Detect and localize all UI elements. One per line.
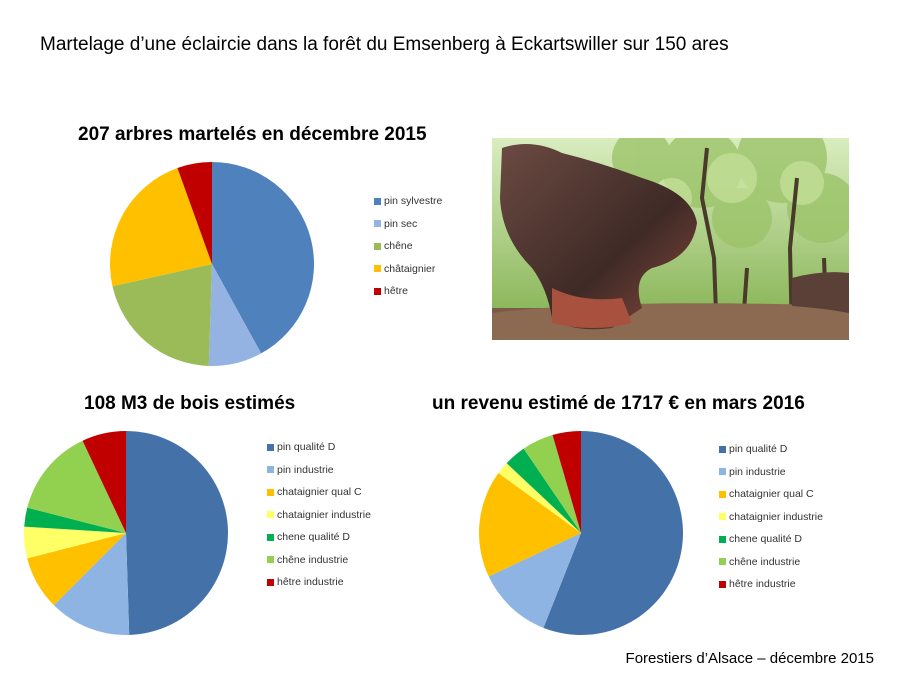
- forest-rock-photo: [492, 138, 849, 340]
- legend-swatch: [719, 513, 726, 520]
- legend-item-pin-qualite-d: pin qualité D: [267, 441, 335, 453]
- legend-swatch: [374, 265, 381, 272]
- pie-slice-chene-industrie: [27, 440, 127, 533]
- pie-slice-hetre-industrie: [552, 430, 581, 533]
- legend-label: chataignier industrie: [729, 510, 823, 523]
- pie-slice-pin-sylvestre: [212, 162, 314, 354]
- legend-swatch: [719, 558, 726, 565]
- pie-slice-hetre-industrie: [82, 431, 126, 533]
- legend-label: hêtre industrie: [729, 578, 796, 590]
- legend-swatch: [719, 490, 726, 498]
- legend-label: châtaignier: [384, 262, 436, 275]
- legend-label: chataignier industrie: [277, 508, 371, 521]
- chart-title-volume: 108 M3 de bois estimés: [84, 393, 296, 414]
- legend-item-pin-industrie: pin industrie: [719, 466, 786, 478]
- legend-label: hêtre industrie: [277, 576, 344, 588]
- legend-item-chataignier-qual-c: chataignier qual C: [267, 486, 362, 498]
- legend-item-chataignier-industrie: chataignier industrie: [719, 511, 823, 523]
- legend-swatch: [374, 197, 381, 205]
- legend-label: chêne industrie: [729, 555, 801, 568]
- page-title: Martelage d’une éclaircie dans la forêt …: [40, 34, 729, 55]
- pie-slice-chene-qualite-d: [24, 507, 127, 533]
- legend-item-pin-industrie: pin industrie: [267, 464, 334, 476]
- legend-label: pin sylvestre: [384, 195, 443, 207]
- legend-swatch: [267, 511, 274, 518]
- legend-swatch: [719, 468, 726, 475]
- pie-slice-chene-industrie: [523, 435, 581, 533]
- legend-label: pin industrie: [277, 463, 334, 476]
- legend-swatch: [374, 287, 381, 295]
- pie-slice-pin-qualite-d: [543, 431, 683, 636]
- legend-item-chene-industrie: chêne industrie: [267, 554, 348, 566]
- legend-label: chene qualité D: [277, 531, 350, 543]
- legend-label: chataignier qual C: [277, 486, 362, 498]
- legend-label: pin industrie: [729, 465, 786, 478]
- legend-label: pin sec: [384, 217, 418, 230]
- legend-swatch: [267, 556, 274, 563]
- pie-slice-chataignier: [110, 168, 212, 287]
- legend-label: chene qualité D: [729, 533, 802, 545]
- legend-label: pin qualité D: [729, 443, 788, 455]
- pie-slice-chataignier-industrie: [23, 526, 127, 559]
- legend-swatch: [267, 466, 274, 473]
- legend-label: chêne: [384, 240, 413, 252]
- legend-item-chataignier-qual-c: chataignier qual C: [719, 488, 814, 500]
- pie-slice-chene: [112, 264, 212, 366]
- legend-swatch: [267, 533, 274, 541]
- pie-slice-chataignier-qual-c: [479, 473, 581, 577]
- pie-slice-chataignier-qual-c: [27, 533, 127, 606]
- legend-item-hetre: hêtre: [374, 285, 408, 297]
- legend-swatch: [719, 445, 726, 453]
- legend-swatch: [719, 580, 726, 588]
- pie-slice-chataignier-industrie: [498, 463, 581, 533]
- legend-item-pin-qualite-d: pin qualité D: [719, 443, 787, 455]
- legend-label: hêtre: [384, 285, 408, 297]
- legend-item-chene-industrie: chêne industrie: [719, 556, 800, 568]
- legend-item-hetre-industrie: hêtre industrie: [267, 576, 344, 588]
- legend-swatch: [267, 488, 274, 496]
- legend-item-chataignier: châtaignier: [374, 263, 435, 275]
- footer-credit: Forestiers d’Alsace – décembre 2015: [625, 650, 874, 667]
- legend-swatch: [374, 242, 381, 250]
- legend-item-chene: chêne: [374, 240, 413, 252]
- legend-item-chataignier-industrie: chataignier industrie: [267, 509, 371, 521]
- pie-slice-pin-sec: [208, 264, 262, 367]
- pie-slice-hetre: [177, 162, 212, 264]
- pie-slice-chene-qualite-d: [506, 448, 581, 533]
- legend-item-chene-qualite-d: chene qualité D: [267, 531, 350, 543]
- legend-swatch: [374, 220, 381, 227]
- legend-swatch: [267, 443, 274, 451]
- legend-item-chene-qualite-d: chene qualité D: [719, 533, 802, 545]
- legend-label: chataignier qual C: [729, 488, 814, 500]
- legend-label: chêne industrie: [277, 553, 349, 566]
- legend-item-pin-sylvestre: pin sylvestre: [374, 195, 442, 207]
- legend-item-hetre-industrie: hêtre industrie: [719, 578, 796, 590]
- chart-title-trees: 207 arbres martelés en décembre 2015: [78, 124, 427, 145]
- legend-swatch: [267, 578, 274, 586]
- chart-title-revenue: un revenu estimé de 1717 € en mars 2016: [432, 393, 805, 414]
- legend-item-pin-sec: pin sec: [374, 218, 417, 230]
- pie-slice-pin-industrie: [488, 533, 581, 628]
- pie-slice-pin-industrie: [53, 533, 130, 635]
- legend-swatch: [719, 535, 726, 543]
- pie-slice-pin-qualite-d: [126, 431, 229, 635]
- legend-label: pin qualité D: [277, 441, 336, 453]
